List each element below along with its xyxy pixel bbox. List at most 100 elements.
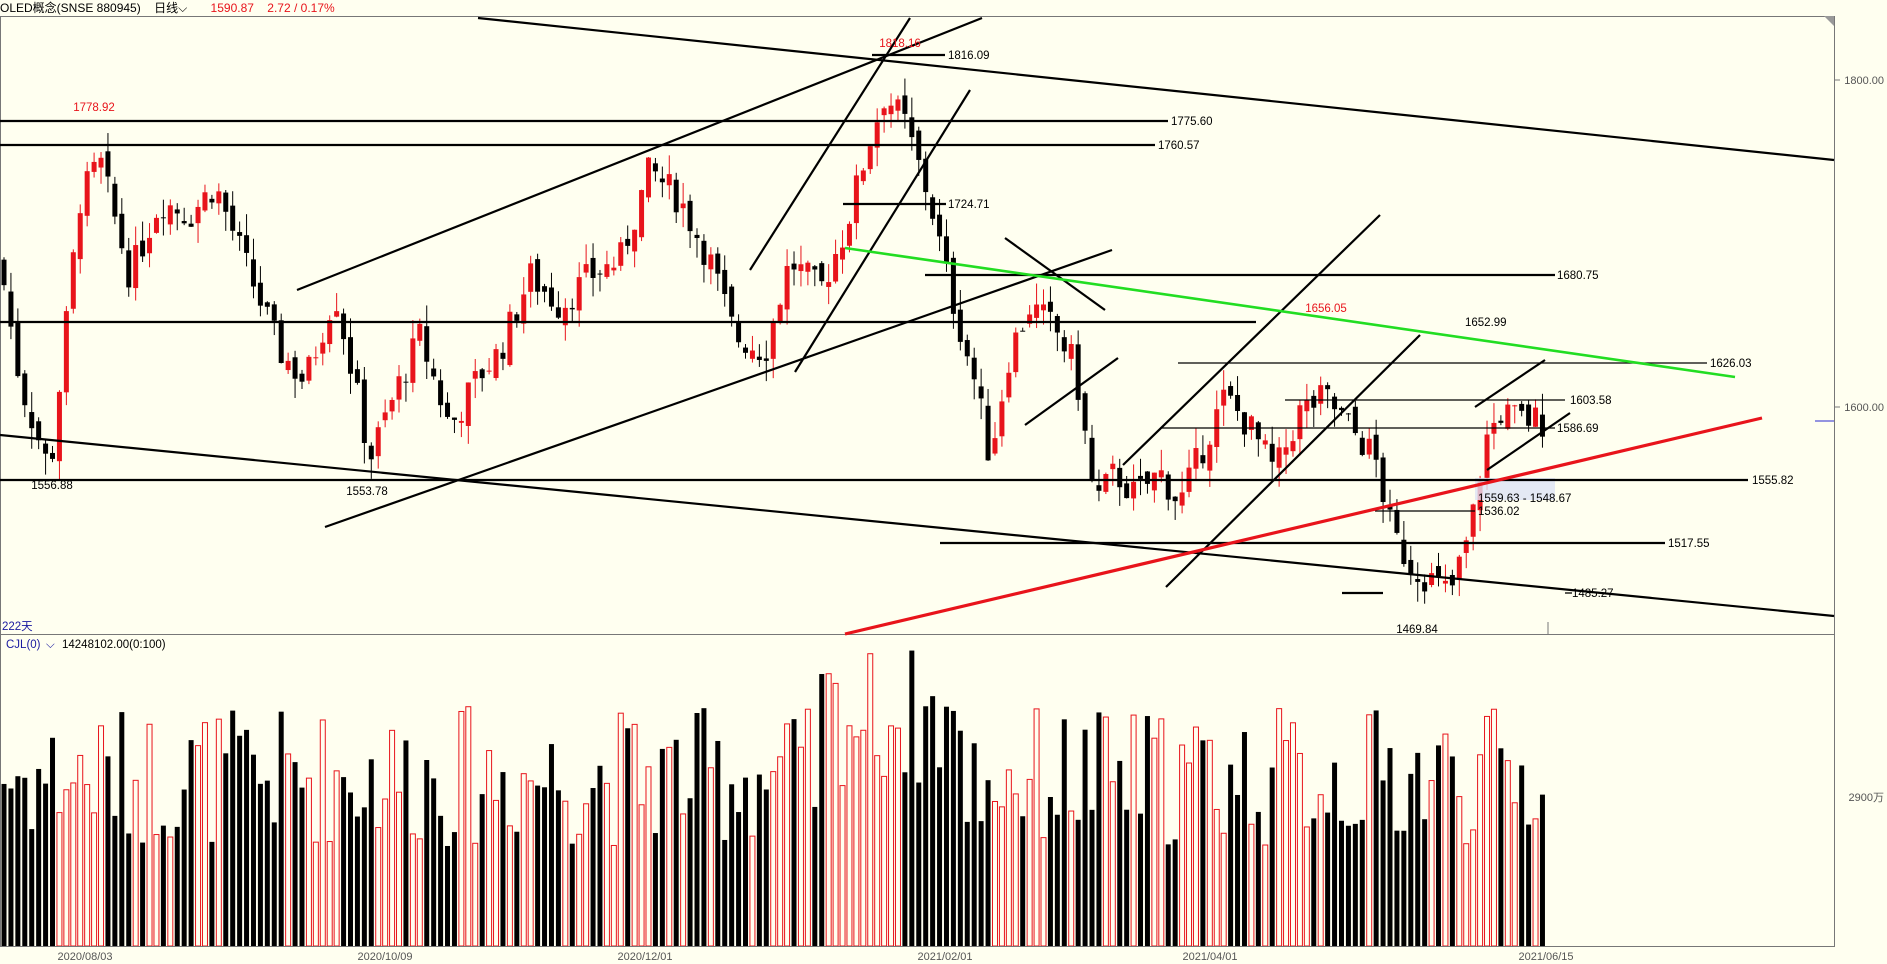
volume-bar xyxy=(888,725,895,947)
level-1555: 1555.82 xyxy=(1752,475,1794,487)
volume-bar xyxy=(1539,794,1545,946)
trough-1556: 1556.88 xyxy=(31,480,73,492)
candle-body xyxy=(1151,472,1157,491)
volume-bar xyxy=(527,780,534,947)
candle-body xyxy=(1533,407,1539,427)
volume-bar xyxy=(223,753,229,946)
candle-body xyxy=(22,373,28,406)
x-tick-1: 2020/10/09 xyxy=(357,951,412,963)
candle-body xyxy=(1054,316,1060,333)
candle-body xyxy=(1075,344,1081,400)
candle-body xyxy=(930,197,936,219)
indicator-name[interactable]: CJL(0) xyxy=(6,639,41,651)
volume-bar xyxy=(950,710,956,946)
green-trendline xyxy=(844,246,1736,379)
volume-bar xyxy=(486,750,493,947)
volume-bar xyxy=(146,723,153,947)
candle-body xyxy=(645,157,651,198)
volume-bar xyxy=(729,784,735,946)
candle-body xyxy=(50,452,56,459)
candle-body xyxy=(562,307,568,326)
candle-body xyxy=(368,445,374,460)
candle-body xyxy=(756,356,762,360)
candle-body xyxy=(264,302,270,307)
candle-body xyxy=(431,368,437,377)
candle-body xyxy=(971,357,977,380)
candle-body xyxy=(1027,314,1033,324)
candle-body xyxy=(465,382,471,426)
volume-bar xyxy=(1401,830,1407,946)
volume-bar xyxy=(784,723,791,947)
volume-bar xyxy=(105,756,111,946)
volume-bar xyxy=(707,767,714,947)
candle-body xyxy=(70,252,76,309)
candle-body xyxy=(1449,574,1455,586)
volume-bar xyxy=(1186,762,1193,947)
candle-body xyxy=(1179,492,1185,506)
volume-bar xyxy=(1068,810,1075,947)
candle-body xyxy=(1338,407,1344,411)
volume-bar xyxy=(1352,823,1358,946)
candle-body xyxy=(1061,337,1067,352)
candle-body xyxy=(812,266,818,270)
volume-bar xyxy=(431,778,437,946)
security-title[interactable]: OLED概念(SNSE 880945) xyxy=(0,1,141,15)
candle-body xyxy=(611,267,617,271)
volume-bar xyxy=(271,822,277,946)
chevron-down-icon[interactable]: ⌵ xyxy=(46,639,55,651)
candle-body xyxy=(736,321,742,343)
candle-body xyxy=(715,253,721,274)
x-tick-2: 2020/12/01 xyxy=(617,951,672,963)
candle-body xyxy=(943,236,949,263)
volume-bar xyxy=(403,740,409,946)
candle-body xyxy=(895,99,901,111)
level-1724: 1724.71 xyxy=(948,199,990,211)
candle-body xyxy=(687,200,693,232)
volume-bar xyxy=(916,782,922,946)
candle-body xyxy=(819,263,825,282)
volume-bar xyxy=(1165,844,1171,946)
candle-body xyxy=(479,369,485,379)
volume-bar xyxy=(1200,740,1206,946)
volume-bar xyxy=(326,841,333,947)
candle-body xyxy=(964,340,970,357)
volume-bar xyxy=(389,729,396,947)
candle-body xyxy=(63,311,69,393)
volume-bar xyxy=(548,744,554,946)
volume-bar xyxy=(819,674,825,946)
candle-body xyxy=(1484,434,1490,478)
chart-header: OLED概念(SNSE 880945) 日线⌵ 1590.87 2.72 / 0… xyxy=(0,0,1887,16)
volume-bar xyxy=(1345,825,1351,946)
candle-body xyxy=(396,376,402,400)
volume-bar xyxy=(763,789,769,946)
volume-bar xyxy=(382,798,389,947)
x-tick-4: 2021/04/01 xyxy=(1182,951,1237,963)
volume-bar xyxy=(1151,737,1158,947)
candle-body xyxy=(84,171,90,216)
volume-bar xyxy=(1338,820,1344,946)
volume-bar xyxy=(923,706,929,946)
candle-body xyxy=(1103,474,1109,492)
volume-bar xyxy=(348,792,353,946)
x-tick-0: 2020/08/03 xyxy=(57,951,112,963)
volume-bar xyxy=(1366,714,1373,947)
candle-body xyxy=(950,257,956,314)
volume-bar xyxy=(645,766,652,947)
candle-body xyxy=(555,307,561,318)
candle-body xyxy=(202,192,208,211)
candle-body xyxy=(1429,573,1435,585)
volume-bar xyxy=(666,746,673,947)
candle-body xyxy=(659,178,665,183)
level-1517: 1517.55 xyxy=(1668,538,1710,550)
candle-body xyxy=(985,405,991,461)
candle-body xyxy=(209,198,215,203)
candle-body xyxy=(167,205,173,225)
volume-bar xyxy=(1532,818,1539,947)
period-selector[interactable]: 日线⌵ xyxy=(154,1,188,15)
candle-body xyxy=(1165,474,1171,500)
candle-body xyxy=(278,320,284,363)
candle-body xyxy=(216,191,222,204)
volume-bar xyxy=(160,825,166,946)
volume-bar xyxy=(694,713,700,946)
